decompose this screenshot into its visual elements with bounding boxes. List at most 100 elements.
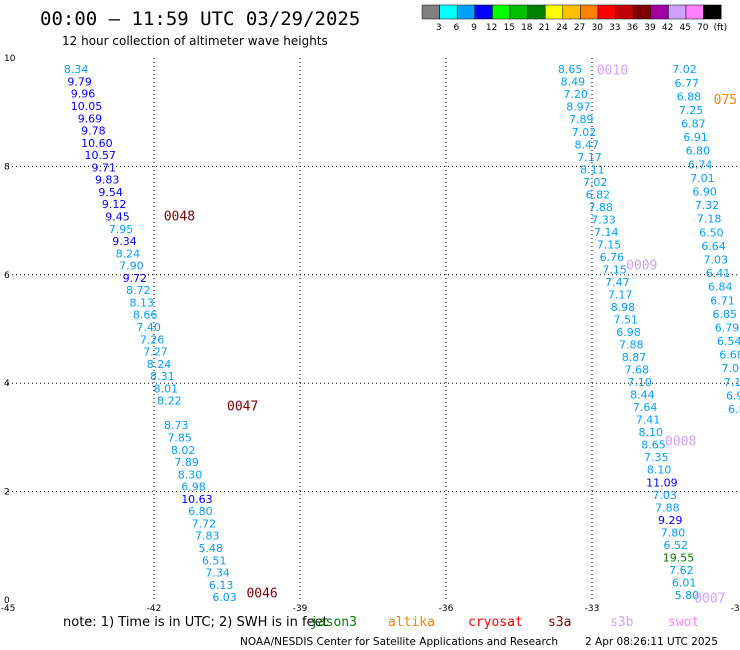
- wave-height-value: 6.98: [181, 481, 206, 494]
- chart-title: 00:00 – 11:59 UTC 03/29/2025: [40, 8, 360, 30]
- wave-height-value: 5.48: [199, 542, 224, 555]
- wave-height-value: 7.03: [652, 489, 677, 502]
- wave-height-value: 6.74: [688, 158, 713, 171]
- wave-height-value: 6.80: [188, 505, 213, 518]
- wave-height-value: 6.90: [726, 389, 740, 402]
- wave-height-value: 8.13: [129, 296, 154, 309]
- wave-height-value: 7.32: [695, 199, 720, 212]
- color-swatch: [527, 4, 546, 20]
- color-swatch: [562, 4, 581, 20]
- wave-height-value: 9.79: [67, 75, 92, 88]
- footer-credit: NOAA/NESDIS Center for Satellite Applica…: [240, 636, 558, 648]
- y-tick-label: 8: [4, 162, 10, 172]
- color-swatch: [580, 4, 599, 20]
- wave-height-value: 9.45: [105, 210, 130, 223]
- wave-height-value: 8.01: [154, 382, 179, 395]
- wave-height-value: 8.65: [558, 63, 583, 76]
- y-tick-label: 10: [4, 54, 16, 64]
- x-tick-label: -45: [1, 604, 16, 614]
- wave-height-value: 9.71: [91, 161, 116, 174]
- wave-height-value: 11.09: [646, 476, 678, 489]
- wave-height-value: 7.27: [143, 346, 168, 359]
- wave-height-value: 6.68: [719, 349, 740, 362]
- y-tick-label: 2: [4, 488, 10, 498]
- color-scale-label: 42: [662, 23, 673, 33]
- wave-height-value: 8.24: [116, 247, 141, 260]
- wave-height-value: 9.34: [112, 235, 137, 248]
- wave-height-value: 7.83: [195, 530, 220, 543]
- satellite-legend-item: altika: [388, 615, 435, 630]
- pass-label: 075: [714, 93, 737, 108]
- footer-timestamp: 2 Apr 08:26:11 UTC 2025: [585, 636, 718, 648]
- wave-height-value: 7.41: [636, 414, 661, 427]
- color-swatch: [456, 4, 476, 20]
- wave-height-value: 6.51: [202, 554, 227, 567]
- color-scale-label: 12: [486, 23, 497, 33]
- wave-height-value: 10.05: [71, 100, 103, 113]
- wave-height-value: 7.14: [594, 226, 619, 239]
- wave-height-value: 10.57: [85, 149, 117, 162]
- wave-height-value: 6.52: [664, 539, 689, 552]
- wave-height-value: 7.85: [167, 431, 192, 444]
- wave-height-value: 8.22: [157, 395, 182, 408]
- wave-height-value: 7.47: [605, 276, 630, 289]
- wave-height-value: 9.72: [123, 272, 148, 285]
- wave-height-value: 6.13: [209, 579, 234, 592]
- pass-label: 0010: [597, 63, 628, 78]
- wave-height-value: 7.17: [608, 288, 633, 301]
- color-swatch: [597, 4, 616, 20]
- wave-height-value: 5.80: [675, 589, 700, 602]
- color-scale-label: 36: [627, 23, 639, 33]
- satellite-legend-item: swot: [668, 615, 699, 630]
- color-scale-label: 15: [503, 23, 514, 33]
- wave-height-value: 9.69: [78, 112, 103, 125]
- wave-height-value: 8.65: [641, 439, 666, 452]
- wave-height-value: 7.02: [672, 63, 697, 76]
- wave-height-value: 7.15: [597, 238, 622, 251]
- wave-height-value: 6.87: [681, 118, 706, 131]
- wave-height-value: 7.10: [724, 376, 740, 389]
- wave-height-value: 7.35: [644, 451, 669, 464]
- wave-height-value: 7.18: [697, 213, 722, 226]
- wave-height-value: 7.34: [205, 567, 230, 580]
- axis-ticks: -45 -42 -39 -36 -33 -30 0 2 4 6 8 10: [1, 54, 740, 614]
- color-swatch: [632, 4, 652, 20]
- color-swatch: [668, 4, 687, 20]
- wave-height-tracks: 8.349.799.9610.059.699.7810.6010.579.719…: [64, 63, 740, 604]
- wave-height-value: 6.79: [715, 321, 740, 334]
- wave-height-value: 7.40: [136, 321, 161, 334]
- wave-height-value: 7.68: [625, 364, 650, 377]
- wave-height-value: 8.97: [566, 101, 591, 114]
- color-scale-label: 39: [644, 23, 656, 33]
- y-tick-label: 6: [4, 271, 10, 281]
- wave-height-value: 6.03: [212, 591, 237, 604]
- color-swatch: [615, 4, 634, 20]
- pass-label: 0047: [227, 399, 258, 414]
- chart-subtitle: 12 hour collection of altimeter wave hei…: [62, 34, 328, 48]
- wave-height-value: 9.29: [658, 514, 683, 527]
- wave-height-value: 6.82: [586, 188, 611, 201]
- wave-height-value: 7.20: [563, 88, 588, 101]
- wave-height-value: 7.03: [704, 253, 729, 266]
- color-swatch: [474, 4, 493, 20]
- footer-note: note: 1) Time is in UTC; 2) SWH is in fe…: [63, 615, 328, 630]
- wave-height-value: 8.47: [575, 138, 600, 151]
- x-tick-label: -36: [439, 604, 454, 614]
- wave-height-value: 9.78: [81, 125, 106, 138]
- wave-height-value: 6.01: [672, 576, 697, 589]
- wave-height-value: 7.62: [669, 564, 694, 577]
- wave-height-value: 6.98: [616, 326, 641, 339]
- wave-height-value: 8.02: [171, 444, 196, 457]
- pass-label: 0008: [665, 435, 696, 450]
- wave-height-value: 8.66: [133, 309, 158, 322]
- plot-grid: [8, 58, 738, 600]
- wave-height-value: 6.54: [717, 335, 740, 348]
- wave-height-value: 7.25: [679, 104, 704, 117]
- wave-height-value: 7.72: [192, 517, 217, 530]
- wave-height-value: 7.88: [655, 501, 680, 514]
- wave-height-value: 7.80: [661, 526, 686, 539]
- wave-height-value: 7.02: [583, 176, 608, 189]
- wave-height-value: 19.55: [663, 551, 695, 564]
- pass-label: 0048: [164, 210, 195, 225]
